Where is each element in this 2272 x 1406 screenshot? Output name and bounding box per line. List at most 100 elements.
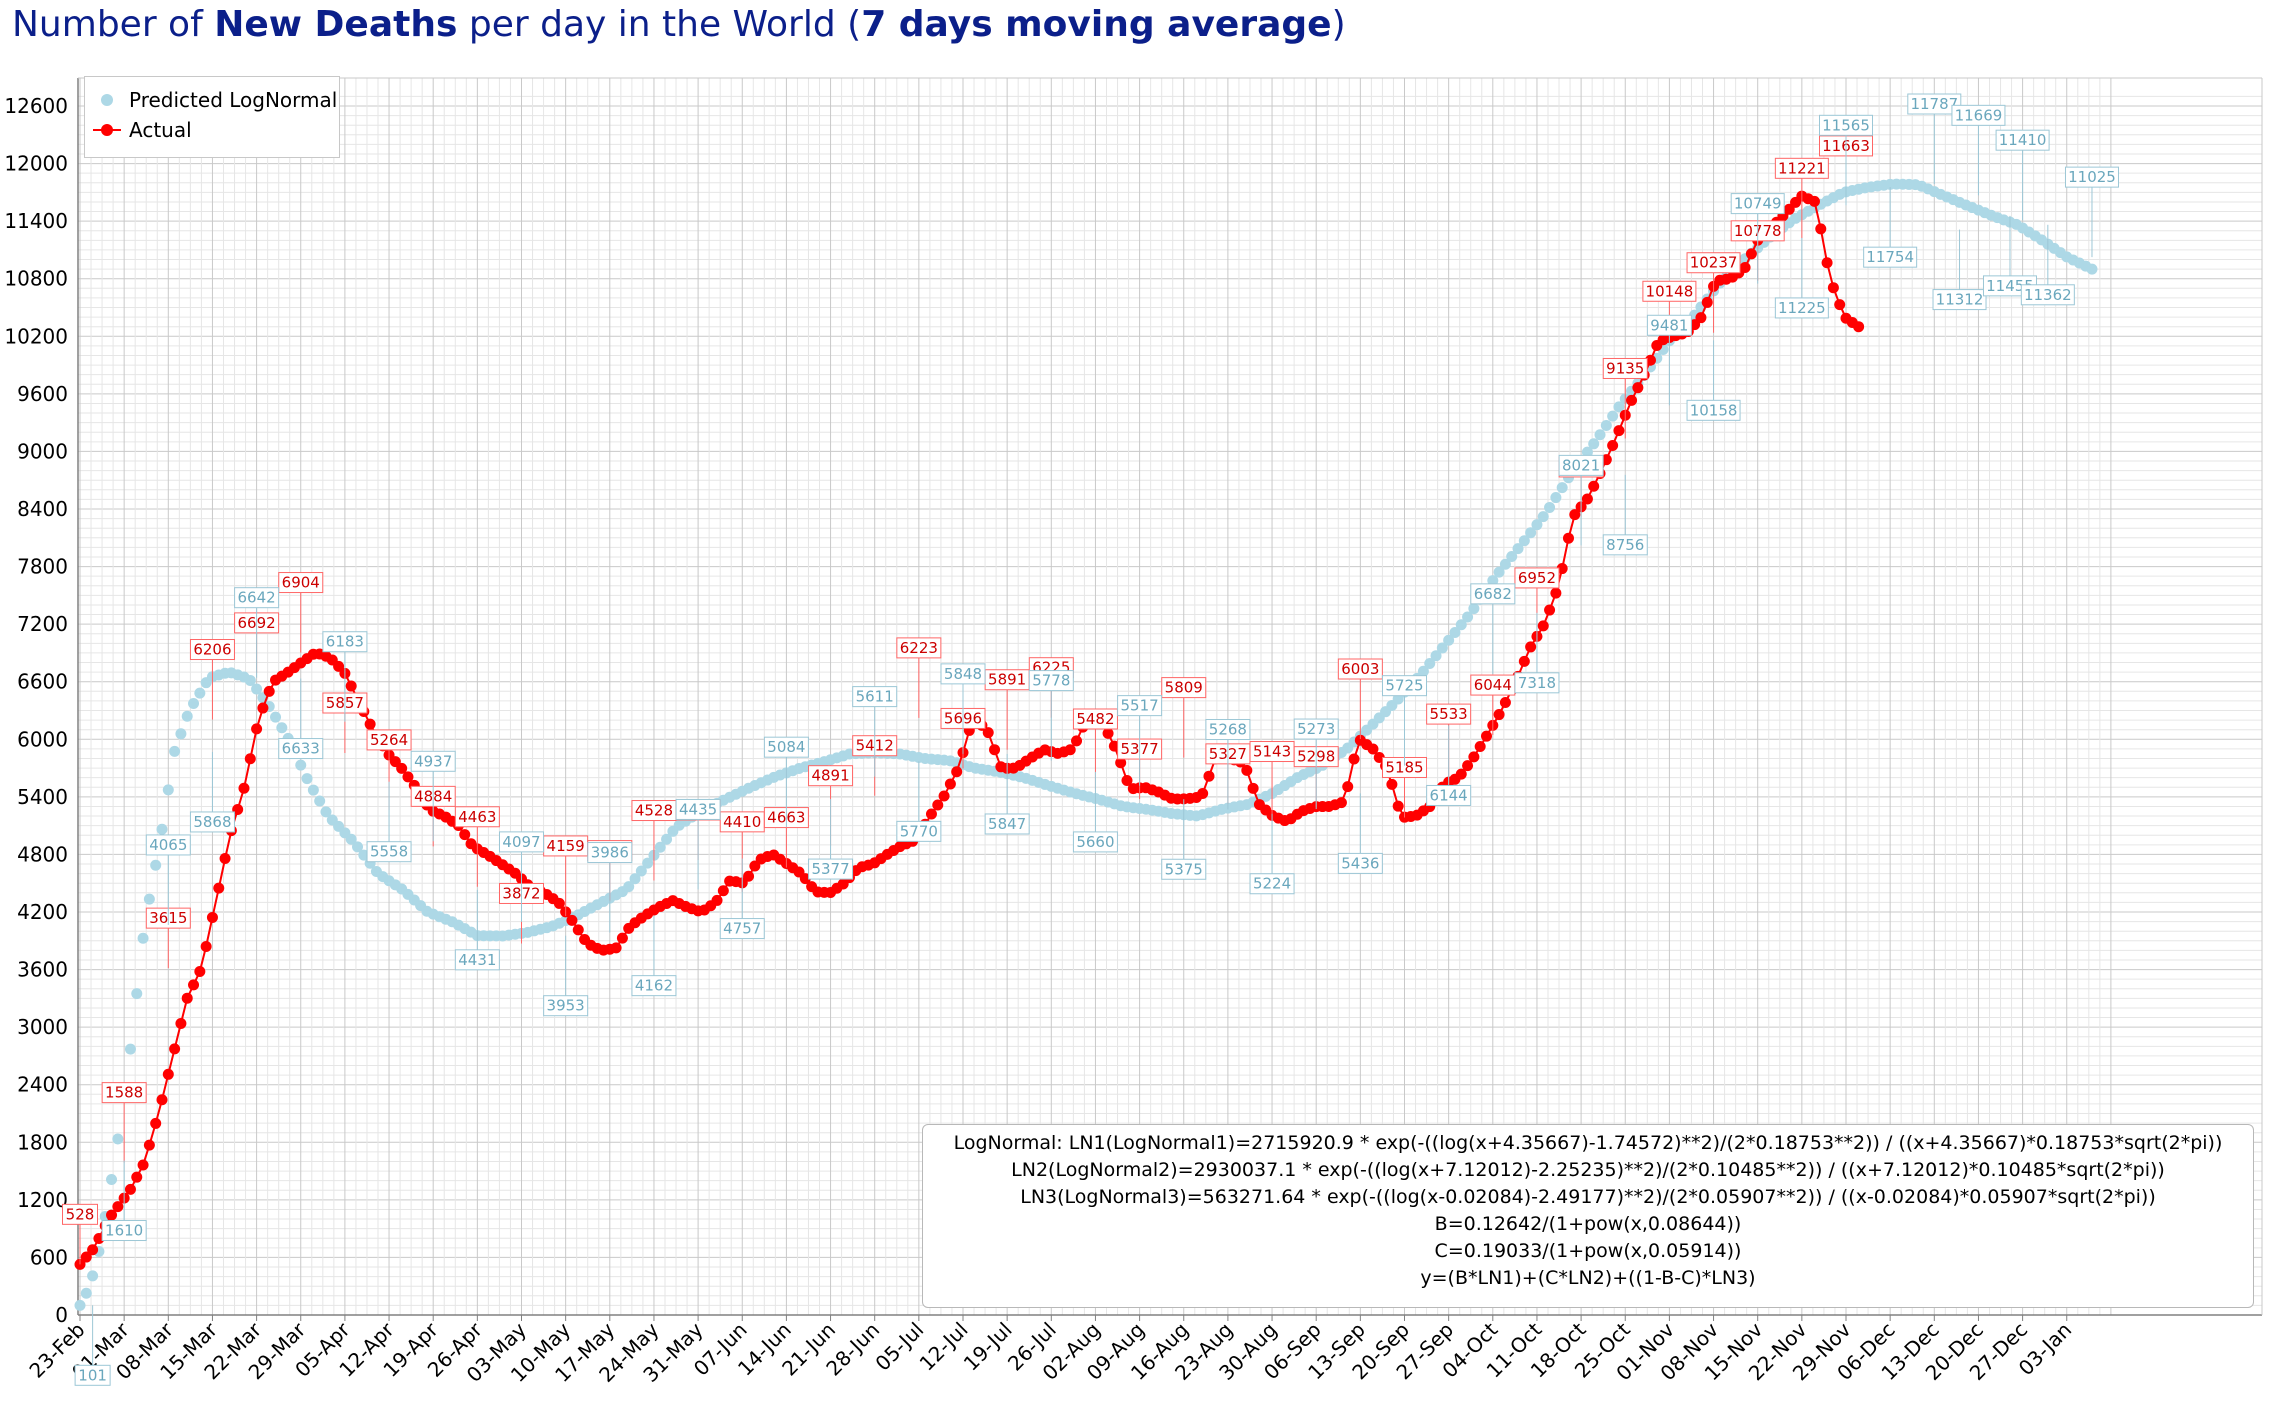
- actual-point: [1392, 800, 1404, 812]
- predicted-point: [244, 674, 256, 686]
- predicted-annotation-box: [1907, 93, 1962, 115]
- actual-point: [1348, 753, 1360, 765]
- predicted-point: [1556, 482, 1568, 494]
- predicted-point: [1493, 566, 1505, 578]
- actual-point: [1607, 439, 1619, 451]
- predicted-point: [137, 932, 149, 944]
- actual-point: [143, 1139, 155, 1151]
- actual-point: [1613, 425, 1625, 437]
- predicted-point: [1499, 558, 1511, 570]
- predicted-annotation-text: 9481: [1650, 316, 1688, 334]
- predicted-annotation-text: 4162: [635, 977, 673, 995]
- predicted-annotation-text: 11225: [1778, 299, 1826, 317]
- chart-title: Number of New Deaths per day in the Worl…: [12, 4, 1346, 45]
- predicted-annotation-text: 3953: [547, 997, 585, 1015]
- actual-point: [1102, 727, 1114, 739]
- predicted-annotation-box: [1819, 114, 1873, 136]
- actual-annotation-box: [1514, 567, 1560, 589]
- actual-point: [989, 744, 1001, 756]
- predicted-point: [654, 841, 666, 853]
- actual-point: [1241, 764, 1253, 776]
- predicted-annotation-text: 11025: [2068, 168, 2116, 186]
- predicted-annotation-text: 4937: [414, 752, 452, 770]
- predicted-point: [345, 833, 357, 845]
- predicted-annotation-text: 8021: [1562, 456, 1600, 474]
- predicted-annotation-box: [1205, 719, 1251, 741]
- predicted-point: [1449, 627, 1461, 639]
- actual-point: [402, 771, 414, 783]
- predicted-annotation-text: 5377: [811, 860, 849, 878]
- predicted-annotation-text: 5725: [1385, 677, 1423, 695]
- predicted-annotation-text: 1610: [105, 1222, 143, 1240]
- predicted-point: [162, 784, 174, 796]
- actual-point: [1480, 730, 1492, 742]
- predicted-annotation-box: [1161, 858, 1207, 880]
- y-tick-label: 6600: [17, 670, 68, 694]
- actual-point: [717, 885, 729, 897]
- predicted-point: [1518, 535, 1530, 547]
- predicted-annotation-text: 6183: [326, 633, 364, 651]
- predicted-point: [1417, 665, 1429, 677]
- predicted-point: [1436, 642, 1448, 654]
- predicted-annotation-box: [1951, 104, 2006, 126]
- predicted-annotation-text: 5375: [1165, 860, 1203, 878]
- predicted-point: [143, 893, 155, 905]
- predicted-annotation-text: 6633: [282, 740, 320, 758]
- actual-point: [610, 942, 622, 954]
- predicted-annotation-box: [543, 995, 589, 1017]
- actual-point: [1537, 620, 1549, 632]
- predicted-annotation-box: [1117, 695, 1163, 717]
- predicted-point: [307, 784, 319, 796]
- actual-point: [1071, 735, 1083, 747]
- predicted-point: [1594, 429, 1606, 441]
- actual-annotation-text: 1588: [105, 1084, 143, 1102]
- actual-point: [131, 1171, 143, 1183]
- actual-point: [1468, 751, 1480, 763]
- predicted-point: [320, 806, 332, 818]
- predicted-annotation-text: 11312: [1936, 291, 1984, 309]
- actual-point: [616, 932, 628, 944]
- predicted-point: [1430, 650, 1442, 662]
- predicted-annotation-box: [587, 842, 633, 864]
- x-tick-label: 05-Jul: [870, 1318, 928, 1376]
- actual-point: [162, 1068, 174, 1080]
- grid-lines: [77, 77, 2263, 1316]
- actual-point: [124, 1183, 136, 1195]
- predicted-annotation-text: 4431: [458, 951, 496, 969]
- title-bold-part: 7 days moving average: [861, 4, 1332, 45]
- title-part: ): [1331, 4, 1346, 45]
- predicted-point: [1550, 492, 1562, 504]
- actual-point: [1455, 768, 1467, 780]
- predicted-point: [1544, 501, 1556, 513]
- predicted-annotation-box: [1514, 672, 1560, 694]
- predicted-annotation-text: 11410: [1999, 131, 2047, 149]
- predicted-annotation-box: [366, 841, 412, 863]
- actual-point: [106, 1209, 118, 1221]
- actual-point: [1695, 312, 1707, 324]
- actual-point: [1544, 604, 1556, 616]
- predicted-annotation-text: 5558: [370, 843, 408, 861]
- predicted-annotation-text: 4097: [502, 833, 540, 851]
- predicted-point: [301, 773, 313, 785]
- actual-annotation-box: [101, 1082, 147, 1104]
- actual-annotation-text: 4891: [811, 767, 849, 785]
- predicted-annotation-text: 10749: [1734, 195, 1782, 213]
- actual-point: [749, 860, 761, 872]
- actual-annotation-box: [1642, 280, 1697, 302]
- actual-point: [1386, 778, 1398, 790]
- predicted-annotation-text: 11362: [2024, 286, 2072, 304]
- actual-annotation-box: [1774, 157, 1829, 179]
- actual-annotation-text: 6904: [282, 574, 320, 592]
- legend-item-predicted: Predicted LogNormal: [93, 87, 337, 113]
- predicted-annotation-box: [940, 663, 986, 685]
- predicted-point: [1531, 519, 1543, 531]
- actual-point: [1335, 797, 1347, 809]
- actual-annotation-text: 6003: [1341, 660, 1379, 678]
- predicted-annotation-text: 5268: [1209, 721, 1247, 739]
- actual-point: [150, 1117, 162, 1129]
- predicted-annotation-box: [808, 858, 854, 880]
- predicted-annotation-text: 11754: [1866, 248, 1914, 266]
- legend: Predicted LogNormal Actual: [84, 76, 340, 158]
- predicted-point: [642, 857, 654, 869]
- predicted-point: [276, 722, 288, 734]
